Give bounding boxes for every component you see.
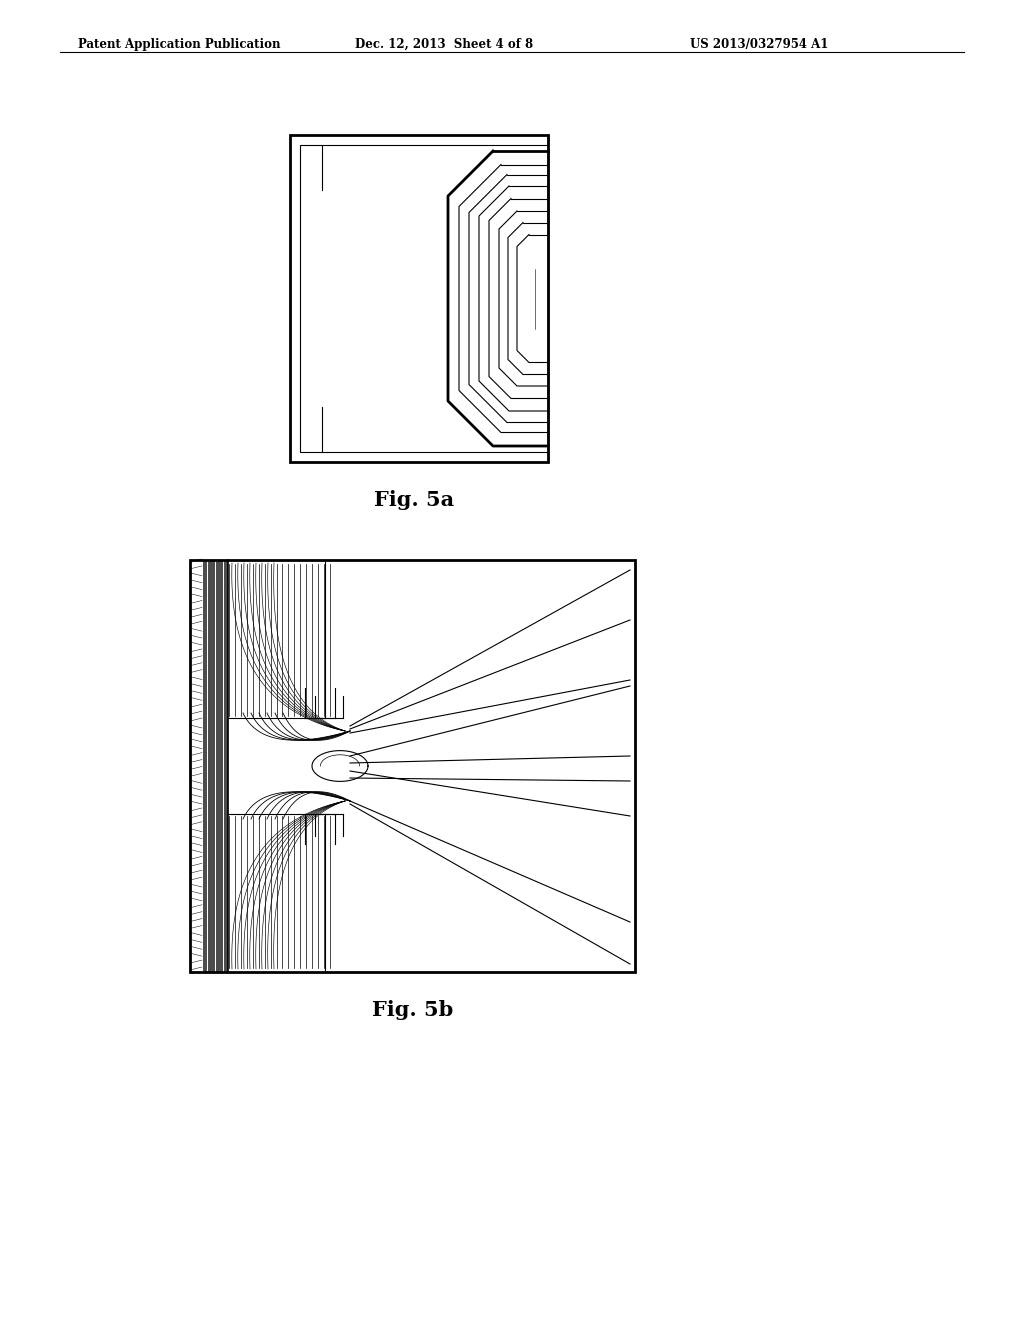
- Text: Patent Application Publication: Patent Application Publication: [78, 38, 281, 51]
- Text: Fig. 5a: Fig. 5a: [374, 490, 454, 510]
- Text: Fig. 5b: Fig. 5b: [372, 1001, 454, 1020]
- Text: US 2013/0327954 A1: US 2013/0327954 A1: [690, 38, 828, 51]
- Text: Dec. 12, 2013  Sheet 4 of 8: Dec. 12, 2013 Sheet 4 of 8: [355, 38, 534, 51]
